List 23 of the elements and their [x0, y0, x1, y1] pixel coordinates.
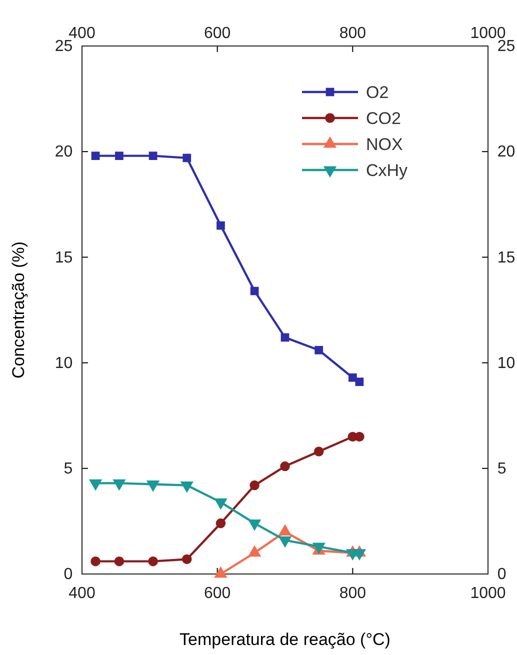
- y2-tick-label: 5: [497, 460, 506, 478]
- y2-tick-label: 15: [497, 249, 516, 266]
- x-axis-title: Temperatura de reação (°C): [180, 630, 390, 649]
- y2-tick-label: 10: [497, 354, 516, 372]
- x2-tick-label: 600: [204, 584, 231, 602]
- x2-tick-label: 800: [339, 584, 366, 602]
- x-tick-label: 800: [339, 25, 366, 42]
- y2-tick-label: 20: [497, 144, 516, 161]
- y-tick-label: 5: [64, 460, 73, 478]
- y-tick-label: 15: [54, 249, 73, 266]
- legend-label: O2: [366, 83, 389, 102]
- y-axis-title: Concentração (%): [9, 241, 28, 379]
- legend-label: CxHy: [366, 161, 408, 180]
- x2-tick-label: 400: [68, 584, 96, 602]
- y2-tick-label: 0: [497, 566, 506, 584]
- x2-tick-label: 1000: [470, 584, 506, 602]
- y-tick-label: 20: [54, 144, 73, 161]
- x-tick-label: 600: [204, 25, 231, 42]
- legend-label: NOX: [366, 135, 403, 154]
- legend-label: CO2: [366, 109, 401, 128]
- y2-tick-label: 25: [497, 38, 516, 56]
- y-tick-label: 10: [54, 354, 73, 372]
- y-tick-label: 0: [64, 566, 73, 584]
